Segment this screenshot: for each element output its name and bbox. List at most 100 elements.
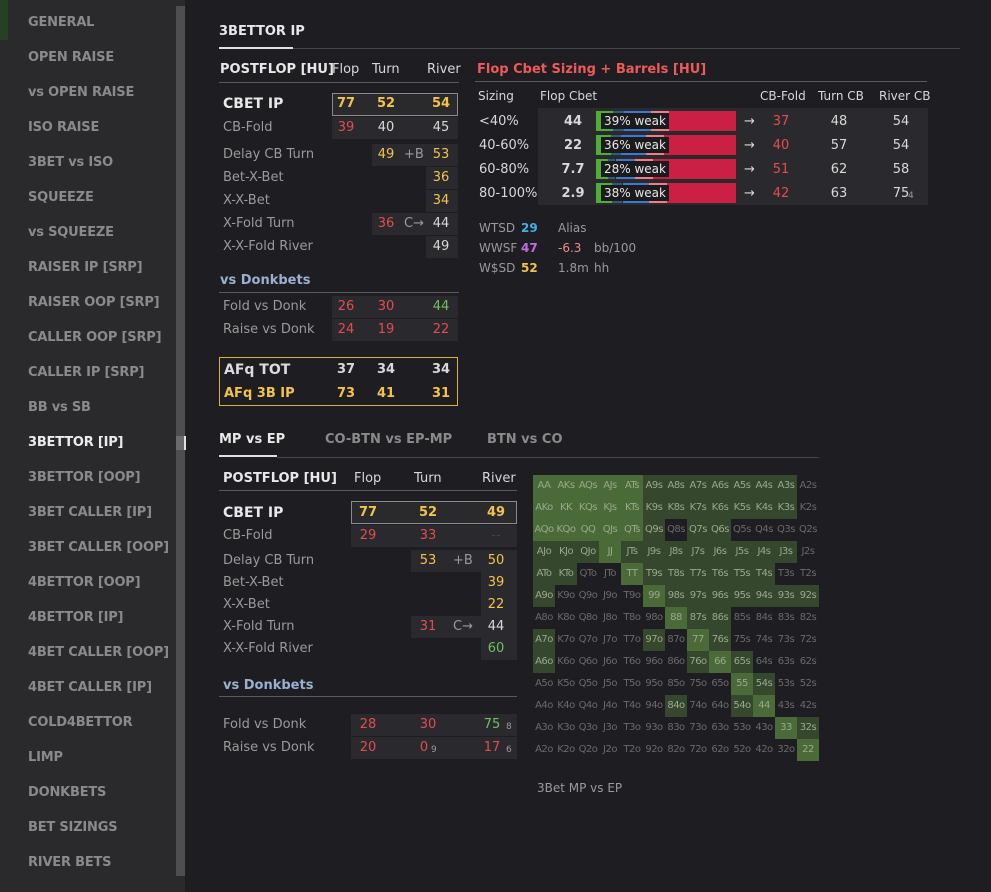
range-cell-T8s[interactable]: T8s bbox=[665, 563, 687, 585]
pf2-delay-river[interactable]: 50 bbox=[487, 553, 505, 568]
range-cell-82o[interactable]: 82o bbox=[667, 744, 685, 755]
range-cell-AKo[interactable]: AKo bbox=[533, 497, 555, 519]
pf1-xxb-river[interactable]: 34 bbox=[432, 193, 450, 208]
range-cell-A3s[interactable]: A3s bbox=[775, 475, 797, 497]
sidebar-item-open-raise[interactable]: OPEN RAISE bbox=[28, 50, 115, 65]
range-cell-32s[interactable]: 32s bbox=[797, 717, 819, 739]
range-cell-T4o[interactable]: T4o bbox=[623, 700, 641, 711]
range-cell-J6o[interactable]: J6o bbox=[603, 656, 617, 667]
range-cell-JTo[interactable]: JTo bbox=[604, 568, 616, 579]
pf2-raisedonk-flop[interactable]: 20 bbox=[359, 740, 377, 755]
range-cell-A6o[interactable]: A6o bbox=[533, 651, 555, 673]
range-cell-65s[interactable]: 65s bbox=[731, 651, 753, 673]
range-cell-K8s[interactable]: K8s bbox=[665, 497, 687, 519]
range-cell-A8o[interactable]: A8o bbox=[535, 612, 553, 623]
pf1-folddonk-turn[interactable]: 30 bbox=[377, 299, 395, 314]
pf1-xft-turn[interactable]: 36 bbox=[377, 216, 395, 231]
range-cell-J8s[interactable]: J8s bbox=[665, 541, 687, 563]
range-cell-Q7o[interactable]: Q7o bbox=[578, 634, 598, 645]
sidebar-item-3bettor-oop[interactable]: 3BETTOR [OOP] bbox=[28, 470, 141, 485]
range-cell-ATs[interactable]: ATs bbox=[621, 475, 643, 497]
range-cell-75s[interactable]: 75s bbox=[733, 634, 751, 645]
cs-row-cbfold[interactable]: 40 bbox=[772, 138, 790, 153]
range-cell-J2s[interactable]: J2s bbox=[801, 546, 815, 557]
sidebar-item-caller-oop-srp[interactable]: CALLER OOP [SRP] bbox=[28, 330, 162, 345]
pf1-bxb-river[interactable]: 36 bbox=[432, 170, 450, 185]
range-cell-K9s[interactable]: K9s bbox=[643, 497, 665, 519]
afq-tot-flop[interactable]: 37 bbox=[336, 362, 356, 377]
range-cell-QTo[interactable]: QTo bbox=[579, 568, 597, 579]
range-cell-43o[interactable]: 43o bbox=[755, 722, 773, 733]
range-cell-KJo[interactable]: KJo bbox=[555, 541, 577, 563]
range-cell-Q8o[interactable]: Q8o bbox=[578, 612, 598, 623]
wtsd-value[interactable]: 29 bbox=[521, 221, 538, 235]
range-cell-JTs[interactable]: JTs bbox=[621, 541, 643, 563]
cs-row-turn[interactable]: 63 bbox=[830, 186, 848, 201]
range-cell-Q2o[interactable]: Q2o bbox=[578, 744, 598, 755]
range-cell-A9o[interactable]: A9o bbox=[533, 585, 555, 607]
range-cell-A6s[interactable]: A6s bbox=[709, 475, 731, 497]
range-cell-K2o[interactable]: K2o bbox=[557, 744, 575, 755]
range-cell-Q5s[interactable]: Q5s bbox=[733, 524, 751, 535]
range-cell-Q5o[interactable]: Q5o bbox=[578, 678, 598, 689]
range-cell-KQs[interactable]: KQs bbox=[577, 497, 599, 519]
sidebar-item-4bettor-oop[interactable]: 4BETTOR [OOP] bbox=[28, 575, 141, 590]
range-cell-K6s[interactable]: K6s bbox=[709, 497, 731, 519]
sidebar-item-caller-ip-srp[interactable]: CALLER IP [SRP] bbox=[28, 365, 145, 380]
pf1-cbfold-flop[interactable]: 39 bbox=[337, 120, 355, 135]
pf2-raisedonk-river[interactable]: 17 bbox=[483, 740, 501, 755]
range-cell-T4s[interactable]: T4s bbox=[753, 563, 775, 585]
range-cell-86o[interactable]: 86o bbox=[667, 656, 685, 667]
range-cell-33[interactable]: 33 bbox=[775, 717, 797, 739]
pf2-cbfold-turn[interactable]: 33 bbox=[419, 528, 437, 543]
range-cell-Q2s[interactable]: Q2s bbox=[799, 524, 817, 535]
range-cell-J9o[interactable]: J9o bbox=[603, 590, 617, 601]
cs-row-river[interactable]: 54 bbox=[892, 114, 910, 129]
range-cell-52o[interactable]: 52o bbox=[733, 744, 751, 755]
range-cell-96s[interactable]: 96s bbox=[709, 585, 731, 607]
range-cell-K2s[interactable]: K2s bbox=[799, 502, 817, 513]
range-cell-A5o[interactable]: A5o bbox=[535, 678, 553, 689]
pf2-cbet-river[interactable]: 49 bbox=[486, 505, 506, 520]
range-cell-92s[interactable]: 92s bbox=[797, 585, 819, 607]
range-cell-J8o[interactable]: J8o bbox=[603, 612, 617, 623]
range-cell-Q3o[interactable]: Q3o bbox=[578, 722, 598, 733]
sidebar-item-river-bets[interactable]: RIVER BETS bbox=[28, 855, 112, 870]
range-cell-85s[interactable]: 85s bbox=[733, 612, 751, 623]
range-cell-A3o[interactable]: A3o bbox=[535, 722, 553, 733]
range-cell-44[interactable]: 44 bbox=[753, 695, 775, 717]
pf2-folddonk-river[interactable]: 75 bbox=[483, 717, 501, 732]
range-cell-ATo[interactable]: ATo bbox=[533, 563, 555, 585]
range-cell-55[interactable]: 55 bbox=[731, 673, 753, 695]
sidebar-item-3bet-caller-ip[interactable]: 3BET CALLER [IP] bbox=[28, 505, 152, 520]
range-cell-T7o[interactable]: T7o bbox=[623, 634, 641, 645]
range-cell-86s[interactable]: 86s bbox=[709, 607, 731, 629]
range-cell-K8o[interactable]: K8o bbox=[557, 612, 575, 623]
range-cell-A8s[interactable]: A8s bbox=[665, 475, 687, 497]
cs-row-flop[interactable]: 2.9 bbox=[561, 186, 585, 201]
range-cell-K3s[interactable]: K3s bbox=[775, 497, 797, 519]
range-cell-T9o[interactable]: T9o bbox=[623, 590, 641, 601]
afq-3b-turn[interactable]: 41 bbox=[376, 386, 396, 401]
range-cell-K7o[interactable]: K7o bbox=[557, 634, 575, 645]
range-cell-KK[interactable]: KK bbox=[555, 497, 577, 519]
range-cell-K5o[interactable]: K5o bbox=[557, 678, 575, 689]
sidebar-item-cold4bettor[interactable]: COLD4BETTOR bbox=[28, 715, 133, 730]
range-cell-KQo[interactable]: KQo bbox=[555, 519, 577, 541]
range-cell-T2o[interactable]: T2o bbox=[623, 744, 641, 755]
sidebar-item-4bet-caller-ip[interactable]: 4BET CALLER [IP] bbox=[28, 680, 152, 695]
range-cell-63o[interactable]: 63o bbox=[711, 722, 729, 733]
sidebar-item-raiser-oop-srp[interactable]: RAISER OOP [SRP] bbox=[28, 295, 160, 310]
sidebar-item-donkbets[interactable]: DONKBETS bbox=[28, 785, 107, 800]
sidebar-item-bb-vs-sb[interactable]: BB vs SB bbox=[28, 400, 91, 415]
range-cell-73s[interactable]: 73s bbox=[777, 634, 795, 645]
range-cell-K6o[interactable]: K6o bbox=[557, 656, 575, 667]
sidebar-item-general[interactable]: GENERAL bbox=[28, 15, 95, 30]
range-cell-95o[interactable]: 95o bbox=[645, 678, 663, 689]
bb100-value[interactable]: -6.3 bbox=[558, 241, 582, 255]
pf2-delay-turn[interactable]: 53 bbox=[419, 553, 437, 568]
range-cell-93s[interactable]: 93s bbox=[775, 585, 797, 607]
tab-mp-vs-ep[interactable]: MP vs EP bbox=[219, 432, 286, 447]
range-cell-A2s[interactable]: A2s bbox=[799, 480, 817, 491]
range-cell-82s[interactable]: 82s bbox=[799, 612, 817, 623]
